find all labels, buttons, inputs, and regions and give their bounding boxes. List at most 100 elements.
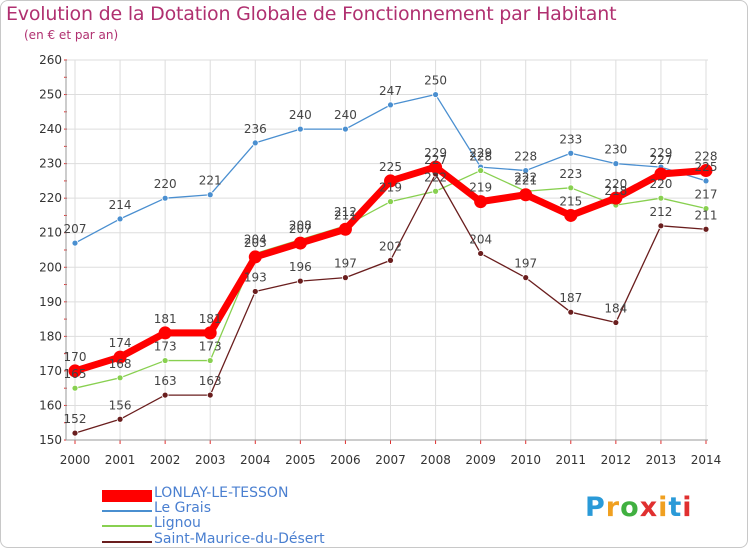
plot-area xyxy=(66,60,708,440)
data-point xyxy=(116,374,124,382)
data-label: 221 xyxy=(514,174,537,188)
y-tick-label: 260 xyxy=(39,53,62,67)
data-label: 229 xyxy=(424,146,447,160)
data-point xyxy=(296,277,304,285)
data-label: 236 xyxy=(244,122,267,136)
data-point xyxy=(206,357,214,364)
x-tick-label: 2006 xyxy=(330,453,361,467)
data-label: 240 xyxy=(289,108,312,122)
x-tick-label: 2013 xyxy=(646,453,677,467)
data-label: 181 xyxy=(154,312,177,326)
data-point xyxy=(71,384,79,392)
data-label: 196 xyxy=(289,260,312,274)
data-point xyxy=(567,308,575,316)
data-point xyxy=(387,101,394,109)
data-point xyxy=(564,208,578,222)
data-point xyxy=(477,250,485,257)
data-point xyxy=(338,222,352,236)
data-point xyxy=(158,326,172,340)
data-label: 204 xyxy=(244,232,267,246)
data-point xyxy=(519,188,533,202)
y-tick-label: 160 xyxy=(39,398,62,412)
data-point xyxy=(68,364,82,378)
data-label: 211 xyxy=(334,208,357,222)
svg-text:Proxiti: Proxiti xyxy=(585,492,693,523)
data-label: 197 xyxy=(334,257,357,271)
data-label: 220 xyxy=(649,177,672,191)
data-point xyxy=(71,429,79,437)
line-chart: 1501601701801902002102202302402502602000… xyxy=(39,53,722,467)
data-label: 223 xyxy=(559,167,582,181)
data-point xyxy=(609,191,623,205)
data-label: 228 xyxy=(469,150,492,164)
data-label: 229 xyxy=(649,146,672,160)
data-point xyxy=(248,250,262,264)
data-point xyxy=(296,125,304,133)
data-point xyxy=(387,256,394,264)
data-label: 217 xyxy=(695,188,718,202)
data-label: 218 xyxy=(604,184,627,198)
data-label: 212 xyxy=(649,205,672,219)
x-tick-label: 2002 xyxy=(150,453,181,467)
data-point xyxy=(161,357,169,364)
data-point xyxy=(203,326,217,340)
x-tick-label: 2008 xyxy=(420,453,451,467)
data-point xyxy=(432,187,439,195)
data-label: 222 xyxy=(424,170,447,184)
x-tick-label: 2010 xyxy=(510,453,541,467)
y-tick-label: 230 xyxy=(39,157,62,171)
y-tick-label: 220 xyxy=(39,191,62,205)
data-label: 197 xyxy=(514,257,537,271)
data-point xyxy=(342,125,349,133)
data-label: 229 xyxy=(469,146,492,160)
data-label: 240 xyxy=(334,108,357,122)
data-label: 250 xyxy=(424,74,447,88)
data-point xyxy=(293,236,307,250)
data-point xyxy=(116,215,124,223)
data-point xyxy=(657,222,665,230)
y-tick-label: 150 xyxy=(39,433,62,447)
data-label: 156 xyxy=(109,398,132,412)
data-point xyxy=(387,198,394,206)
data-point xyxy=(612,160,620,168)
data-label: 203 xyxy=(244,236,267,250)
data-label: 228 xyxy=(695,150,718,164)
legend-label: Le Grais xyxy=(154,500,211,516)
data-label: 212 xyxy=(334,205,357,219)
legend-label: LONLAY-LE-TESSON xyxy=(154,485,289,501)
y-tick-label: 210 xyxy=(39,226,62,240)
data-point xyxy=(702,225,710,233)
x-tick-label: 2014 xyxy=(691,453,722,467)
data-label: 211 xyxy=(695,208,718,222)
data-label: 207 xyxy=(289,222,312,236)
x-tick-label: 2005 xyxy=(285,453,316,467)
data-point xyxy=(161,194,169,202)
legend-swatch xyxy=(102,525,152,527)
legend-label: Saint-Maurice-du-Désert xyxy=(154,531,325,547)
data-label: 152 xyxy=(64,412,87,426)
data-label: 204 xyxy=(469,232,492,246)
data-point xyxy=(567,149,575,157)
data-point xyxy=(654,167,668,181)
chart-title: Evolution de la Dotation Globale de Fonc… xyxy=(6,3,617,25)
data-label: 228 xyxy=(514,150,537,164)
y-tick-label: 180 xyxy=(39,329,62,343)
data-label: 219 xyxy=(469,181,492,195)
data-label: 225 xyxy=(379,160,402,174)
y-tick-label: 240 xyxy=(39,122,62,136)
legend-label: Lignou xyxy=(154,515,201,531)
data-point xyxy=(567,184,575,192)
data-point xyxy=(612,319,620,326)
x-tick-label: 2012 xyxy=(601,453,632,467)
data-label: 207 xyxy=(64,222,87,236)
x-tick-label: 2000 xyxy=(60,453,91,467)
y-tick-label: 190 xyxy=(39,295,62,309)
data-label: 181 xyxy=(199,312,222,326)
x-tick-label: 2004 xyxy=(240,453,271,467)
data-point xyxy=(699,164,713,178)
data-label: 184 xyxy=(604,302,627,316)
y-tick-label: 250 xyxy=(39,88,62,102)
data-point xyxy=(474,195,488,209)
x-tick-label: 2011 xyxy=(556,453,587,467)
data-label: 208 xyxy=(289,219,312,233)
